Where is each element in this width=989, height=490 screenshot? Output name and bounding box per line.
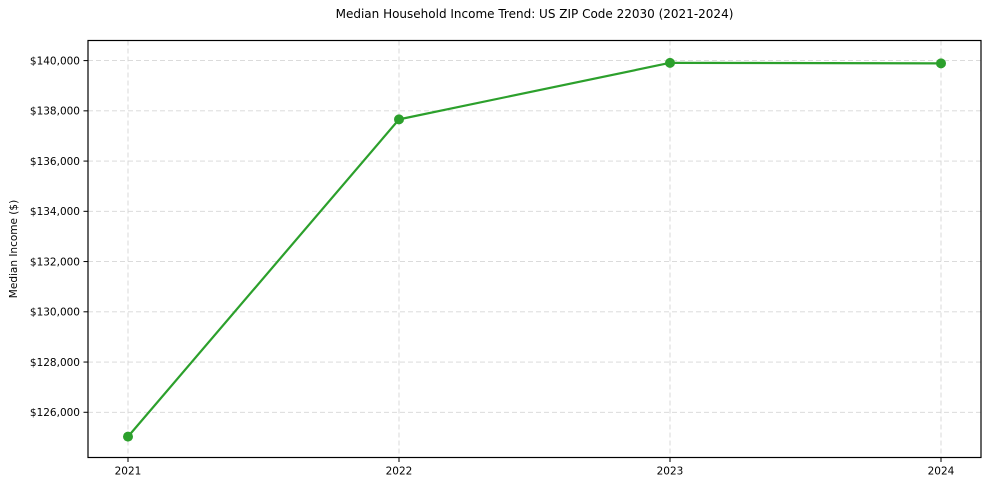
y-tick-label: $138,000 [30,106,80,118]
data-point-2024 [936,58,946,69]
y-tick-label: $128,000 [30,357,80,369]
x-tick-label: 2023 [657,466,684,478]
chart-title: Median Household Income Trend: US ZIP Co… [335,7,734,21]
data-point-2022 [394,114,404,125]
y-tick-label: $136,000 [30,156,80,168]
data-point-2021 [123,431,133,442]
y-tick-label: $130,000 [30,307,80,319]
x-tick-label: 2021 [115,466,142,478]
y-tick-label: $132,000 [30,256,80,268]
data-point-2023 [665,57,675,68]
y-tick-label: $134,000 [30,206,80,218]
plot-border [87,39,982,459]
y-tick-label: $126,000 [30,407,80,419]
trend-line [126,61,943,438]
x-tick-label: 2024 [928,466,955,478]
y-axis-label: Median Income ($) [8,199,20,299]
y-tick-label: $140,000 [30,55,80,67]
x-tick-label: 2022 [386,466,413,478]
